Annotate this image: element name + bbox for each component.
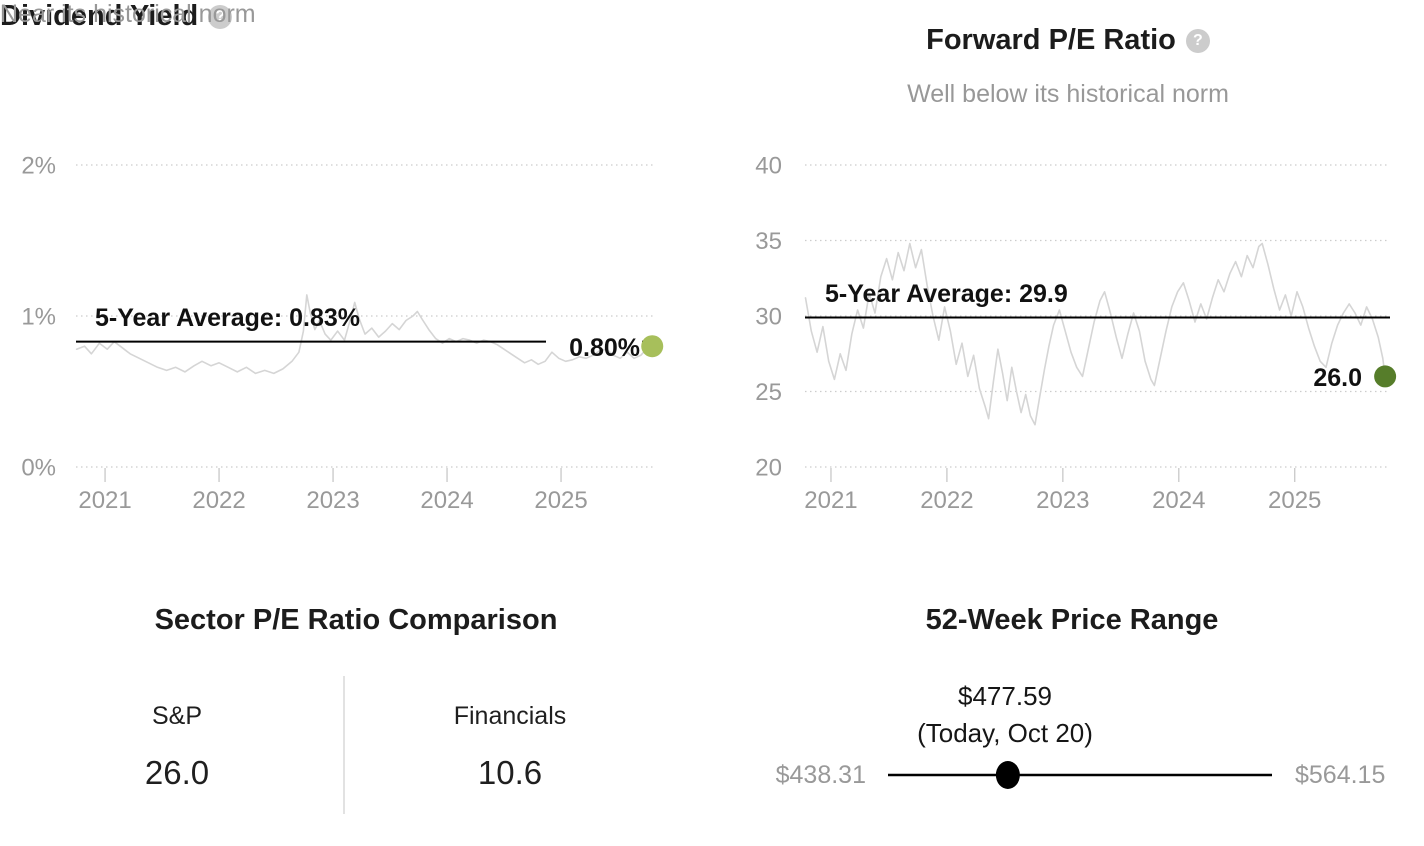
price-range-header: 52-Week Price Range: [716, 604, 1424, 637]
dividend-current-label: 0.80%: [569, 334, 640, 362]
y-axis-label: 2%: [21, 153, 56, 180]
price-slider-handle[interactable]: [995, 761, 1020, 789]
y-axis-label: 25: [755, 379, 782, 406]
pe-average-label: 5-Year Average: 29.9: [825, 280, 1068, 308]
chart-line: [75, 294, 654, 375]
dividend-yield-header: Dividend Yield ?: [0, 0, 233, 33]
sector-column-value-financials: 10.6: [477, 754, 543, 791]
dividend-average-label: 5-Year Average: 0.83%: [95, 304, 360, 332]
sector-comparison-title: Sector P/E Ratio Comparison: [154, 604, 558, 636]
x-axis-label: 2024: [1152, 487, 1205, 514]
y-axis-label: 0%: [21, 455, 56, 482]
y-axis-label: 20: [755, 455, 782, 482]
y-axis-label: 35: [755, 228, 782, 255]
current-price: $477.59: [958, 681, 1052, 711]
x-axis-label: 2021: [78, 487, 131, 514]
x-axis-label: 2023: [1036, 487, 1089, 514]
question-mark-icon[interactable]: ?: [208, 4, 233, 29]
x-axis-label: 2022: [920, 487, 973, 514]
y-axis-label: 30: [755, 304, 782, 331]
question-mark-icon[interactable]: ?: [1185, 28, 1210, 53]
price-range-high: $564.15: [1295, 761, 1386, 789]
sector-column-label-financials: Financials: [453, 702, 567, 730]
chart-line: [804, 242, 1386, 426]
sector-column-value-sp: 26.0: [144, 754, 210, 791]
current-price-date: (Today, Oct 20): [917, 718, 1093, 748]
x-axis-label: 2022: [192, 487, 245, 514]
y-axis-label: 40: [755, 153, 782, 180]
x-axis-label: 2025: [534, 487, 587, 514]
x-axis-label: 2023: [306, 487, 359, 514]
price-range-low: $438.31: [775, 761, 866, 789]
current-value-dot: [1374, 365, 1397, 388]
forward-pe-title: Forward P/E Ratio: [926, 24, 1176, 56]
y-axis-label: 1%: [21, 304, 56, 331]
dividend-yield-title: Dividend Yield: [0, 0, 199, 32]
sector-column-label-sp: S&P: [151, 702, 203, 730]
price-range-title: 52-Week Price Range: [925, 604, 1219, 636]
forward-pe-header: Forward P/E Ratio ?: [712, 24, 1424, 57]
pe-current-label: 26.0: [1313, 364, 1362, 392]
x-axis-label: 2025: [1268, 487, 1321, 514]
current-value-dot: [641, 335, 664, 358]
forward-pe-subtitle: Well below its historical norm: [907, 80, 1229, 108]
x-axis-label: 2024: [420, 487, 473, 514]
x-axis-label: 2021: [804, 487, 857, 514]
dividend-yield-subtitle: Near its historical norm: [0, 0, 256, 28]
sector-comparison-header: Sector P/E Ratio Comparison: [0, 604, 712, 637]
